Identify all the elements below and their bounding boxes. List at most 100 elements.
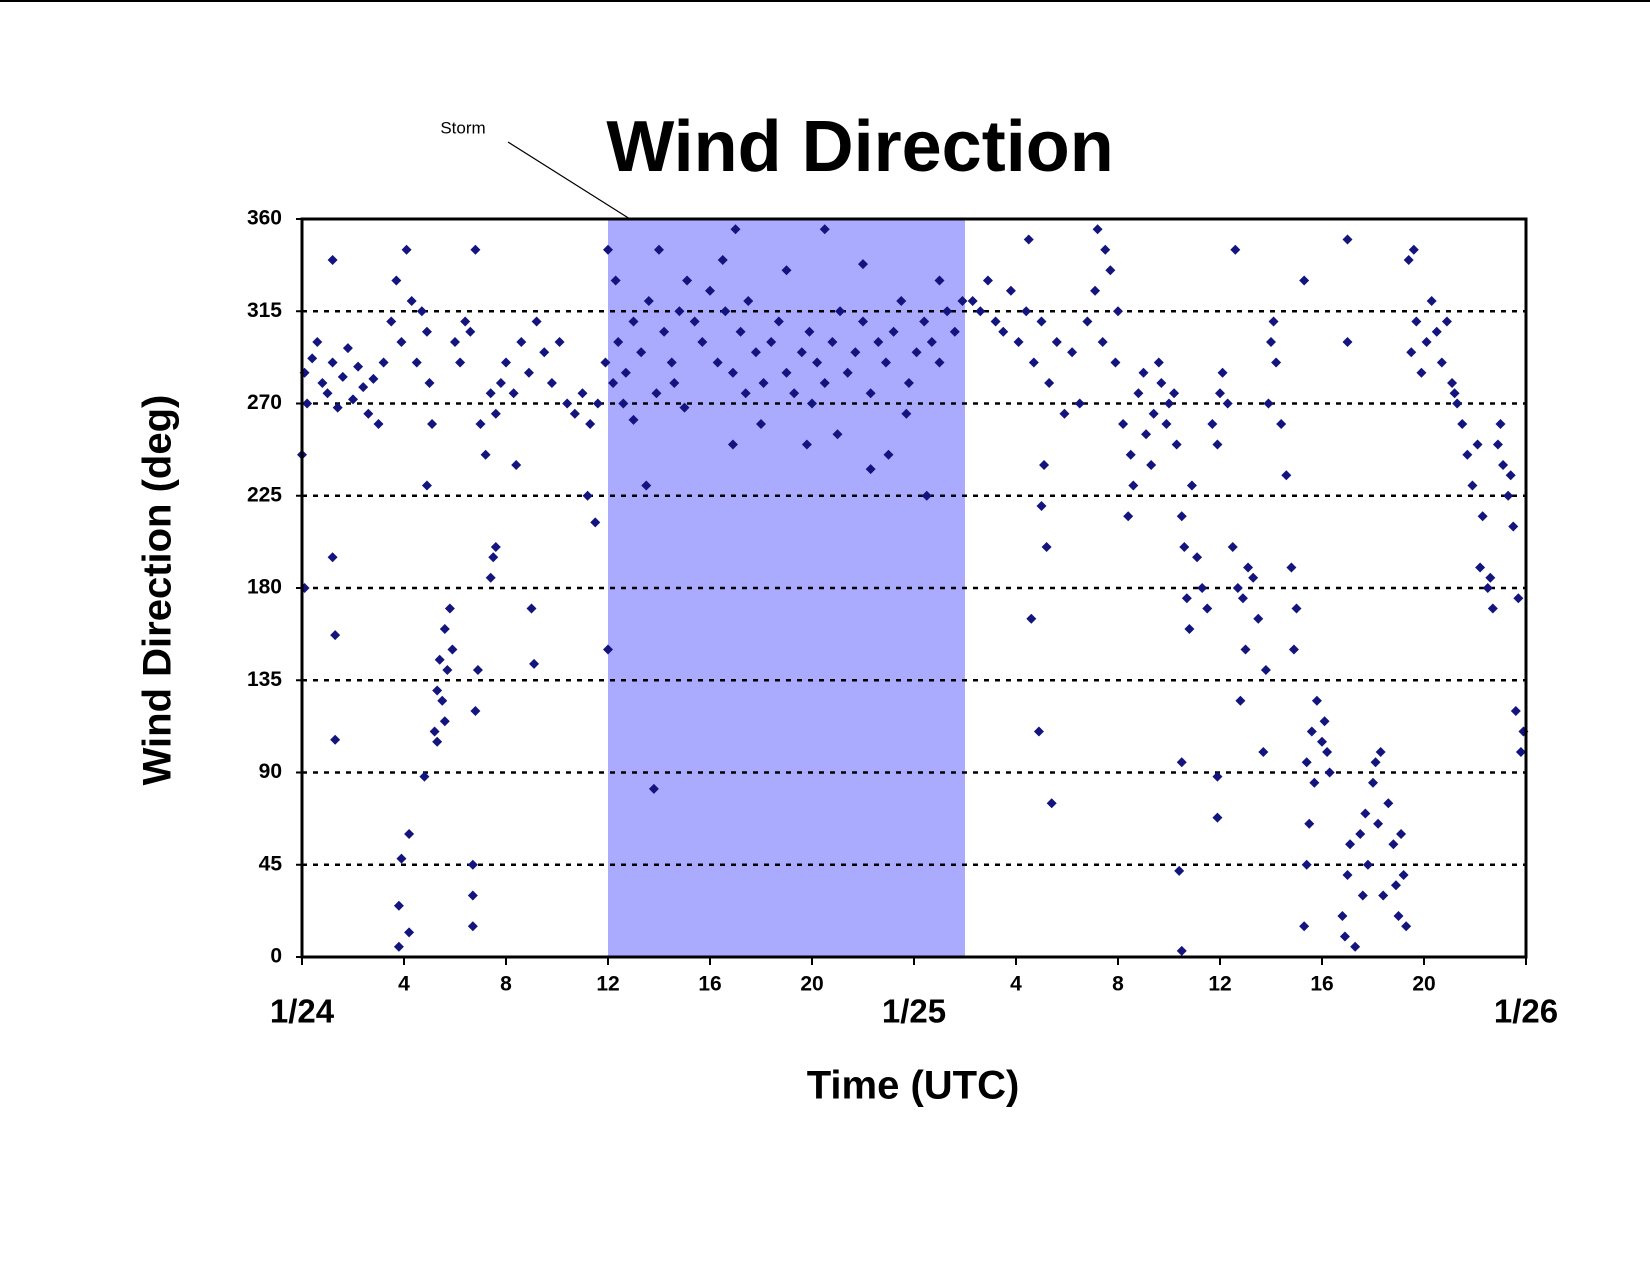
data-point — [337, 371, 348, 382]
data-point — [490, 542, 501, 552]
data-point — [485, 572, 496, 583]
data-point — [1357, 890, 1368, 901]
data-point — [1041, 542, 1052, 552]
data-point — [396, 337, 407, 347]
data-point — [1390, 880, 1401, 891]
data-point — [911, 347, 922, 358]
y-tick-label: 360 — [247, 207, 282, 230]
data-point — [582, 490, 593, 501]
data-point — [903, 378, 914, 388]
data-point — [1161, 419, 1172, 429]
data-point — [756, 419, 766, 429]
data-point — [610, 275, 621, 286]
data-point — [495, 378, 506, 388]
data-point — [1482, 583, 1493, 593]
data-point — [720, 306, 731, 317]
data-point — [348, 394, 358, 405]
data-point — [796, 347, 807, 358]
data-point — [1477, 511, 1488, 522]
data-point — [353, 361, 364, 372]
data-point — [636, 347, 647, 358]
data-point — [432, 736, 443, 747]
data-point — [444, 603, 455, 614]
y-tick-label: 315 — [247, 299, 282, 322]
data-point — [603, 244, 613, 255]
data-point — [1097, 337, 1108, 347]
data-point — [1447, 378, 1458, 388]
data-point — [1345, 839, 1356, 850]
data-point — [1426, 296, 1437, 306]
data-point — [1513, 593, 1524, 604]
data-point — [1342, 234, 1353, 245]
data-point — [865, 464, 876, 475]
data-point — [1485, 572, 1496, 583]
data-point — [317, 378, 328, 388]
data-point — [628, 316, 639, 327]
data-point — [421, 480, 432, 491]
data-point — [1197, 583, 1208, 593]
x-tick-label: 12 — [596, 973, 619, 996]
data-point — [332, 402, 343, 413]
x-tick-label: 20 — [800, 973, 823, 996]
y-tick-label: 180 — [247, 576, 282, 599]
data-point — [1186, 480, 1197, 491]
data-point — [1301, 859, 1312, 870]
data-point — [689, 316, 700, 327]
data-point — [858, 316, 868, 327]
x-tick-label: 16 — [1310, 973, 1333, 996]
data-point — [1403, 255, 1414, 265]
data-point — [1368, 777, 1378, 788]
data-point — [358, 382, 369, 393]
data-point — [674, 306, 685, 317]
data-point — [883, 449, 894, 460]
y-tick-label: 270 — [247, 391, 282, 414]
data-point — [1125, 449, 1136, 460]
data-point — [590, 517, 601, 528]
annotation-label: Storm — [440, 118, 485, 137]
data-point — [1505, 470, 1516, 481]
data-point — [1508, 521, 1519, 532]
data-point — [819, 378, 830, 388]
data-point — [643, 296, 654, 306]
data-point — [1128, 480, 1139, 491]
data-point — [1118, 419, 1129, 429]
data-point — [1342, 337, 1353, 347]
data-point — [1342, 870, 1353, 880]
data-point — [975, 306, 986, 317]
data-point — [1398, 870, 1409, 880]
points — [297, 224, 1529, 956]
data-point — [1171, 439, 1182, 450]
data-point — [475, 419, 486, 429]
data-point — [470, 244, 481, 255]
data-point — [1299, 921, 1310, 932]
chart-title: Wind Direction — [606, 107, 1113, 187]
data-point — [1222, 398, 1233, 409]
data-point — [781, 367, 792, 378]
data-point — [934, 275, 945, 286]
data-point — [659, 326, 670, 337]
data-point — [697, 337, 708, 347]
data-point — [1212, 771, 1223, 782]
data-point — [1281, 470, 1292, 481]
data-point — [529, 658, 540, 669]
data-point — [1431, 326, 1442, 337]
data-point — [1299, 275, 1310, 286]
data-point — [1406, 347, 1417, 358]
data-point — [1304, 818, 1315, 829]
data-point — [1266, 337, 1276, 347]
data-point — [934, 357, 945, 368]
data-point — [750, 347, 761, 358]
data-point — [378, 357, 389, 368]
data-point — [432, 685, 443, 696]
data-point — [1153, 357, 1164, 368]
data-point — [1355, 829, 1366, 839]
data-point — [1235, 695, 1246, 706]
data-point — [342, 343, 353, 354]
data-point — [480, 449, 491, 460]
data-point — [850, 347, 861, 358]
data-point — [1515, 747, 1526, 757]
data-point — [620, 367, 631, 378]
data-point — [424, 378, 435, 388]
data-point — [1082, 316, 1093, 327]
data-point — [682, 275, 693, 286]
